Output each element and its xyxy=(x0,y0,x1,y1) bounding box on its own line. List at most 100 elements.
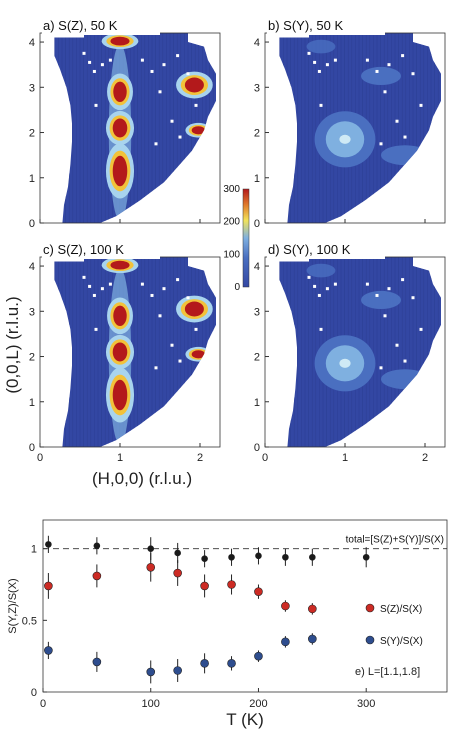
intensity-spot xyxy=(112,118,128,138)
masked-pixel xyxy=(82,275,86,279)
masked-pixel xyxy=(94,327,98,331)
map-panel: 0 1 2 3 4 a) S(Z), 50 K xyxy=(29,17,221,230)
legend-label: S(Z)/S(X) xyxy=(380,604,422,615)
colorbar-tick-label: 100 xyxy=(223,249,240,260)
chart-ytick-label: 1 xyxy=(31,544,37,556)
colorbar: 300 200 100 0 xyxy=(223,184,250,293)
intensity-spot xyxy=(110,36,130,46)
chart-annotation: e) L=[1.1,1.8] xyxy=(355,666,420,678)
colorbar-tick-label: 200 xyxy=(223,217,240,228)
data-point xyxy=(308,604,317,614)
map-ytick-label: 2 xyxy=(29,128,35,140)
map-panel-title: a) S(Z), 50 K xyxy=(43,18,118,33)
map-ytick-label: 1 xyxy=(254,397,260,409)
masked-pixel xyxy=(387,287,391,291)
data-point xyxy=(201,555,208,563)
intensity-spot xyxy=(112,155,128,187)
map-ytick-label: 4 xyxy=(254,37,260,49)
masked-pixel xyxy=(194,327,198,331)
masked-pixel xyxy=(325,287,329,291)
masked-pixel xyxy=(176,278,180,282)
intensity-spot xyxy=(112,342,128,362)
masked-pixel xyxy=(108,282,112,286)
reference-line-label: total=[S(Z)+S(Y)]/S(X) xyxy=(346,535,444,546)
map-xtick-label: 0 xyxy=(37,452,43,464)
map-ytick-label: 0 xyxy=(29,442,35,454)
intensity-spot xyxy=(339,134,351,144)
masked-pixel xyxy=(325,63,329,67)
map-ytick-label: 1 xyxy=(29,397,35,409)
map-panel: 0 1 2 0 1 2 3 4 c) S(Z), 100 K xyxy=(29,241,221,464)
masked-pixel xyxy=(383,314,387,318)
map-panel-title: d) S(Y), 100 K xyxy=(268,242,351,257)
data-point xyxy=(254,651,263,661)
masked-pixel xyxy=(387,63,391,67)
data-point xyxy=(255,552,262,560)
data-point xyxy=(308,634,317,644)
intensity-spot xyxy=(361,66,401,86)
masked-pixel xyxy=(154,366,158,370)
map-panel-title: c) S(Z), 100 K xyxy=(43,242,124,257)
masked-pixel xyxy=(186,296,190,300)
legend-label: S(Y)/S(X) xyxy=(380,636,423,647)
map-ytick-label: 4 xyxy=(29,37,35,49)
map-ytick-label: 0 xyxy=(29,218,35,230)
map-ytick-label: 2 xyxy=(254,128,260,140)
legend-marker xyxy=(365,603,375,613)
masked-pixel xyxy=(162,287,166,291)
chart-ytick-label: 0 xyxy=(31,687,37,699)
data-point xyxy=(173,568,182,578)
chart-frame xyxy=(42,519,448,693)
masked-pixel xyxy=(92,293,96,297)
masked-pixel xyxy=(170,343,174,347)
maps-ylabel: (0,0,L) (r.l.u.) xyxy=(3,296,22,393)
masked-pixel xyxy=(178,135,182,139)
masked-pixel xyxy=(307,275,311,279)
data-point xyxy=(92,657,102,667)
data-point xyxy=(362,553,370,561)
data-point xyxy=(282,553,289,561)
intensity-spot xyxy=(381,145,429,166)
map-ytick-label: 1 xyxy=(29,173,35,185)
masked-pixel xyxy=(158,90,162,94)
masked-pixel xyxy=(419,327,423,331)
data-point xyxy=(147,545,155,552)
intensity-spot xyxy=(112,379,128,411)
masked-pixel xyxy=(94,103,98,107)
map-ytick-label: 3 xyxy=(254,82,260,94)
series-total xyxy=(45,535,370,568)
data-point xyxy=(44,646,53,655)
map-xtick-label: 0 xyxy=(262,452,268,464)
masked-pixel xyxy=(411,72,415,76)
masked-pixel xyxy=(375,69,379,73)
data-point xyxy=(92,571,102,581)
masked-pixel xyxy=(333,58,337,62)
data-point xyxy=(281,637,290,647)
masked-pixel xyxy=(379,142,383,146)
series-S(Y)/S(X): S(Y)/S(X) xyxy=(44,633,423,684)
series-S(Z)/S(X): S(Z)/S(X) xyxy=(44,552,422,615)
masked-pixel xyxy=(108,58,112,62)
data-point xyxy=(281,601,290,611)
masked-pixel xyxy=(419,103,423,107)
masked-pixel xyxy=(150,293,154,297)
data-point xyxy=(93,542,101,550)
masked-pixel xyxy=(313,284,317,288)
masked-pixel xyxy=(307,51,311,55)
intensity-spot xyxy=(306,39,336,54)
masked-pixel xyxy=(319,327,323,331)
chart-xtick-label: 100 xyxy=(142,698,160,710)
map-ytick-label: 4 xyxy=(254,261,260,273)
data-point xyxy=(44,581,53,591)
map-xtick-label: 1 xyxy=(342,452,348,464)
data-point xyxy=(227,659,236,668)
intensity-spot xyxy=(184,301,204,317)
masked-pixel xyxy=(176,54,180,58)
masked-pixel xyxy=(186,72,190,76)
masked-pixel xyxy=(178,359,182,363)
data-point xyxy=(200,659,209,668)
data-point xyxy=(200,581,209,591)
intensity-spot xyxy=(339,358,351,368)
masked-pixel xyxy=(100,287,104,291)
